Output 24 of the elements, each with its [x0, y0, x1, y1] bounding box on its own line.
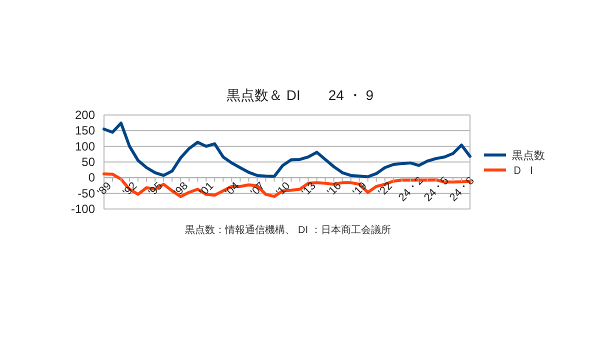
y-tick-label: -100 [70, 202, 96, 216]
x-tick-label: '13 [300, 180, 318, 199]
y-tick-label: 50 [82, 155, 96, 169]
y-tick-label: 100 [74, 139, 96, 154]
y-tick-label: 150 [74, 124, 96, 138]
text: 黒点数：情報通信機構、 DI ：日本商工会議所 [185, 224, 391, 236]
y-tick-label: 200 [74, 108, 96, 122]
line-series [102, 122, 472, 178]
x-tick-label: '95 [146, 180, 166, 199]
y-tick-label: 0 [88, 170, 96, 185]
x-tick-label: '10 [274, 180, 293, 199]
x-tick-label: '19 [350, 180, 370, 199]
legend-label: 黒点数 [512, 149, 545, 162]
x-tick-label: '98 [172, 180, 191, 199]
legend-label: Ｄ Ｉ [512, 165, 538, 177]
x-tick-label: '04 [223, 180, 242, 199]
x-tick-label: '07 [248, 180, 268, 199]
x-tick-label: '92 [120, 180, 140, 199]
x-tick-label: '89 [95, 180, 114, 199]
x-tick-label: '01 [198, 180, 216, 199]
chart-title: 黒点数＆ DI 24 ・ 9 [226, 87, 374, 103]
x-tick-label: '22 [376, 180, 395, 199]
y-tick-label: -50 [78, 186, 96, 200]
x-tick-label: '16 [325, 180, 344, 199]
